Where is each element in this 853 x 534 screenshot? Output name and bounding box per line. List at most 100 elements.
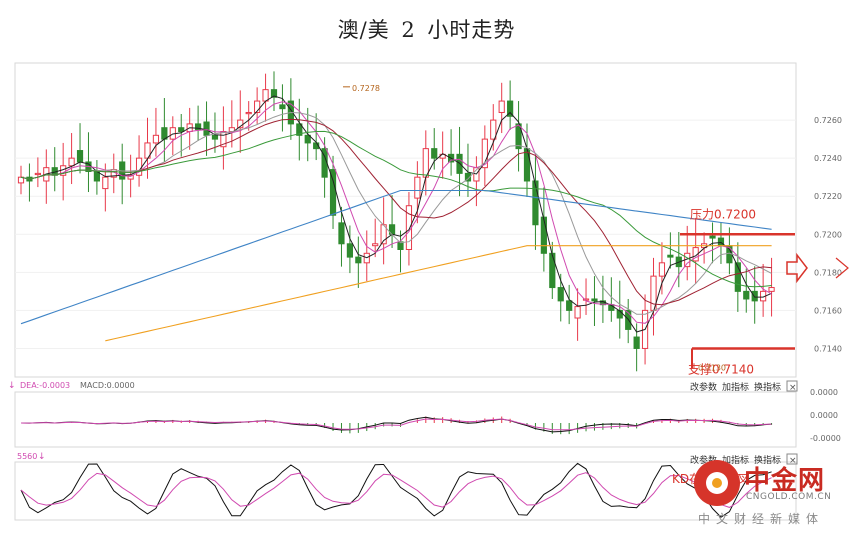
candle-body (17, 176, 25, 184)
candle-body (270, 89, 278, 98)
candle-body (549, 252, 556, 289)
macd-label: MACD:0.0000 (80, 381, 135, 390)
candle-body (709, 235, 716, 239)
dea-arrow-icon: ↓ (8, 381, 16, 391)
candle-body (355, 256, 362, 264)
candle-body (76, 150, 84, 163)
candle-body (431, 148, 438, 159)
macd-tick-label: 0.0000 (810, 388, 838, 397)
candle-body (397, 241, 404, 250)
y-tick-label: 0.7180 (814, 268, 842, 277)
candle-body (481, 138, 488, 169)
moving-averages (20, 95, 772, 342)
kd-period-label: 5560 (17, 452, 37, 461)
price-axis: 0.7260 0.7240 0.7220 0.7200 0.7180 0.7160 0.71… (15, 116, 842, 353)
arrow-icon (786, 252, 808, 284)
close-icon[interactable]: × (789, 383, 797, 393)
candle-body (566, 300, 573, 311)
candle-body (296, 123, 303, 136)
support-label: 支撑0.7140 (688, 361, 754, 376)
kd-arrow-icon: ↓ (38, 452, 46, 462)
close-box (786, 380, 798, 392)
candle-body (195, 123, 202, 131)
watermark-name: 中金网 (744, 466, 826, 496)
change-params-button[interactable]: 改参数 (690, 381, 717, 393)
candle-body (507, 100, 514, 117)
candle-body (68, 157, 75, 167)
candle-body (262, 89, 269, 102)
chart-title: 澳/美 2 小时走势 (0, 14, 853, 44)
candle-body (329, 169, 337, 216)
y-tick-label: 0.7160 (814, 306, 842, 315)
candle-body (203, 121, 210, 136)
watermark: 中金网 CNGOLD.COM.CN 中文财经新媒体 (694, 458, 844, 528)
panel-frames (14, 62, 797, 521)
macd-panel: ↓ DEA:-0.0003 MACD:0.0000 0.0000 0.0000 -0.00… (8, 381, 841, 443)
ma60-line (20, 130, 772, 288)
y-tick-label: 0.7200 (814, 230, 842, 239)
candle-body (279, 104, 286, 110)
candle-body (768, 287, 775, 292)
candle-body (372, 243, 379, 247)
candle-body (667, 254, 674, 258)
candle-body (414, 176, 421, 199)
title-num: 2 (401, 18, 416, 42)
candle-body (658, 262, 666, 277)
candle-body (557, 287, 564, 302)
y-tick-label: 0.7140 (814, 344, 842, 353)
candle-body (102, 176, 109, 190)
candle-body (211, 134, 219, 140)
candle-body (245, 111, 252, 115)
candle-body (498, 100, 505, 113)
price-panel-border (14, 62, 797, 378)
y-tick-label: 0.7220 (814, 192, 842, 201)
dea-line (20, 418, 772, 431)
candle-body (692, 247, 699, 262)
watermark-subtitle: 中文财经新媒体 (698, 512, 825, 526)
candle-body (152, 134, 160, 144)
candle-body (633, 336, 640, 349)
title-suffix: 小时走势 (427, 18, 516, 42)
kd-k-line (20, 462, 772, 518)
candle-body (540, 216, 547, 254)
candle-body (178, 127, 185, 133)
switch-indicator-button[interactable]: 换指标 (754, 381, 781, 393)
resistance-label: 压力0.7200 (690, 207, 756, 221)
candle-body (304, 134, 311, 144)
ma30-line (20, 118, 772, 306)
candle-body (532, 180, 539, 226)
candle-body (346, 243, 353, 258)
direction-arrow (786, 252, 849, 284)
candle-body (591, 298, 598, 302)
arrow-icon-outer (835, 257, 849, 279)
add-indicator-button[interactable]: 加指标 (722, 381, 749, 393)
y-tick-label: 0.7240 (814, 154, 842, 163)
high-label: 0.7278 (352, 84, 380, 93)
support-resistance: 压力0.7200 支撑0.7140 0.7278 0.7130 (343, 84, 795, 376)
cngold-logo (694, 460, 740, 506)
candle-body (717, 237, 725, 247)
low-label: 0.7130 (698, 363, 726, 372)
candle-body (161, 127, 168, 140)
candle-body (574, 306, 581, 319)
ma10-line (20, 101, 772, 324)
macd-tick-label: -0.0000 (810, 434, 841, 443)
candle-body (490, 119, 497, 140)
macd-tick-label: 0.0000 (810, 411, 838, 420)
switch-indicator-button[interactable]: 换指标 (754, 454, 781, 466)
candle-body (751, 290, 758, 302)
close-icon[interactable]: × (789, 456, 797, 466)
candle-body (127, 174, 134, 180)
candle-body (254, 100, 261, 113)
candle-body (464, 172, 472, 182)
kd-panel-border (14, 461, 797, 521)
watermark-url: CNGOLD.COM.CN (746, 492, 832, 502)
candle-body (734, 262, 741, 292)
kd-d-line (20, 472, 772, 508)
candle-body (34, 172, 41, 176)
candle-body (338, 222, 345, 245)
candle-body (515, 123, 522, 150)
y-tick-label: 0.7260 (814, 116, 842, 125)
candles (17, 71, 775, 372)
